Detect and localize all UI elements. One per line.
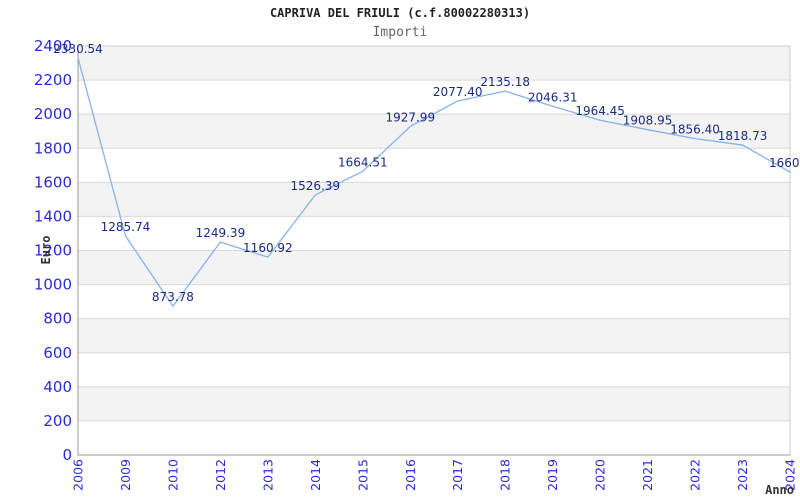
point-label: 1660.6 bbox=[769, 156, 800, 170]
plot-band bbox=[78, 318, 790, 353]
x-tick-label: 2022 bbox=[688, 459, 703, 491]
y-tick-label: 600 bbox=[43, 344, 72, 362]
plot-band bbox=[78, 250, 790, 285]
y-tick-label: 0 bbox=[62, 446, 72, 464]
y-tick-label: 2400 bbox=[34, 37, 72, 55]
series-line bbox=[77, 57, 791, 307]
x-tick-label: 2009 bbox=[118, 459, 133, 491]
x-tick-label: 2020 bbox=[593, 459, 608, 491]
plot-band bbox=[78, 386, 790, 421]
y-tick-label: 200 bbox=[43, 412, 72, 430]
chart-subtitle: Importi bbox=[372, 25, 428, 40]
x-tick-label: 2015 bbox=[355, 459, 370, 491]
point-label: 873.78 bbox=[152, 290, 194, 304]
x-tick-label: 2012 bbox=[213, 459, 228, 491]
point-label: 1249.39 bbox=[196, 226, 246, 240]
plot-band bbox=[78, 46, 790, 81]
point-label: 2135.18 bbox=[480, 75, 530, 89]
point-label: 1664.51 bbox=[338, 155, 388, 169]
y-tick-label: 1200 bbox=[34, 242, 72, 260]
point-label: 2330.54 bbox=[53, 42, 103, 56]
point-label: 1964.45 bbox=[575, 104, 625, 118]
x-tick-label: 2010 bbox=[165, 459, 180, 491]
y-tick-label: 1600 bbox=[34, 173, 72, 191]
y-tick-label: 800 bbox=[43, 310, 72, 328]
point-label: 2046.31 bbox=[528, 90, 578, 104]
x-tick-label: 2018 bbox=[498, 459, 513, 491]
point-label: 1285.74 bbox=[101, 220, 151, 234]
x-tick-label: 2006 bbox=[71, 459, 86, 491]
point-label: 1908.95 bbox=[623, 114, 673, 128]
y-tick-label: 1000 bbox=[34, 276, 72, 294]
x-axis-title: Anno bbox=[765, 483, 794, 497]
x-tick-label: 2024 bbox=[783, 459, 798, 491]
point-label: 1160.92 bbox=[243, 241, 293, 255]
chart-title: CAPRIVA DEL FRIULI (c.f.80002280313) bbox=[269, 6, 531, 20]
y-axis-title: Euro bbox=[39, 236, 53, 265]
x-tick-label: 2021 bbox=[640, 459, 655, 491]
plot-band bbox=[78, 114, 790, 149]
y-tick-label: 1400 bbox=[34, 207, 72, 225]
point-label: 1927.99 bbox=[385, 110, 435, 124]
point-label: 2077.40 bbox=[433, 85, 483, 99]
plot-band bbox=[78, 182, 790, 217]
x-tick-label: 2014 bbox=[308, 459, 323, 491]
point-label: 1856.40 bbox=[670, 123, 720, 137]
y-tick-label: 400 bbox=[43, 378, 72, 396]
x-tick-label: 2013 bbox=[260, 459, 275, 491]
y-tick-label: 2200 bbox=[34, 71, 72, 89]
y-tick-label: 2000 bbox=[34, 105, 72, 123]
point-label: 1818.73 bbox=[718, 129, 768, 143]
y-tick-label: 1800 bbox=[34, 139, 72, 157]
x-tick-label: 2019 bbox=[545, 459, 560, 491]
x-tick-label: 2017 bbox=[450, 459, 465, 491]
point-label: 1526.39 bbox=[291, 179, 341, 193]
x-tick-label: 2023 bbox=[735, 459, 750, 491]
x-tick-label: 2016 bbox=[403, 459, 418, 491]
